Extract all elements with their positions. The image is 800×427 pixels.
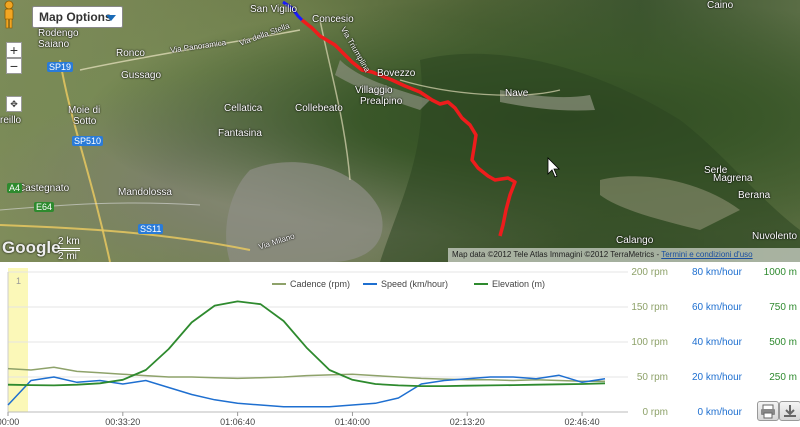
x-tick-label: 01:40:00 (335, 417, 370, 427)
place-label: Concesio (312, 14, 354, 25)
speed-axis-label: 20 km/hour (692, 372, 743, 383)
x-tick-label: 01:06:40 (220, 417, 255, 427)
road-badge: SP510 (72, 136, 104, 146)
speed-axis-label: 0 km/hour (698, 407, 743, 418)
road-badge: SS11 (138, 224, 164, 234)
elevation-axis-label: 250 m (769, 372, 797, 383)
download-icon (784, 405, 796, 417)
place-label: Caino (707, 0, 734, 11)
cadence-line (7, 366, 605, 382)
cadence-axis-label: 150 rpm (631, 302, 668, 313)
place-label: reillo (0, 115, 22, 126)
place-label: San Vigilio (250, 4, 298, 15)
place-label: Berana (738, 190, 771, 201)
road-badge: SP19 (47, 62, 74, 72)
place-label: Prealpino (360, 96, 403, 107)
printer-icon (761, 404, 775, 419)
map-attribution: Map data ©2012 Tele Atlas Immagini ©2012… (448, 248, 800, 262)
attribution-text: Map data ©2012 Tele Atlas Immagini ©2012… (452, 250, 662, 259)
speed-axis-label: 60 km/hour (692, 302, 743, 313)
zoom-in-button[interactable]: + (6, 42, 22, 58)
elevation-chart[interactable]: 1 Cadence (rpm) Speed (km/hour) Elevation … (0, 262, 800, 427)
speed-axis-label: 40 km/hour (692, 337, 743, 348)
legend-label: Speed (km/hour) (381, 279, 448, 289)
elevation-line (7, 300, 606, 387)
place-label: Ronco (116, 48, 145, 59)
cadence-axis-label: 100 rpm (631, 337, 668, 348)
scale-km: 2 km (58, 236, 80, 249)
download-button[interactable] (779, 401, 800, 421)
legend-label: Elevation (m) (492, 279, 545, 289)
rotate-icon[interactable]: ✥ (6, 96, 22, 112)
place-label: Serle (704, 165, 728, 176)
cadence-axis-label: 50 rpm (637, 372, 668, 383)
place-label: Bovezzo (377, 68, 416, 79)
place-label: Villaggio (355, 85, 393, 96)
cadence-axis-label: 200 rpm (631, 267, 668, 278)
place-label: Mandolossa (118, 187, 172, 198)
elevation-axis-label: 1000 m (764, 267, 797, 278)
map-overlay (0, 0, 800, 262)
legend: Cadence (rpm) Speed (km/hour) Elevation (m… (272, 279, 545, 289)
print-button[interactable] (757, 401, 779, 421)
speed-axis-label: 80 km/hour (692, 267, 743, 278)
marker-label: 1 (16, 276, 21, 286)
scale-mi: 2 mi (58, 250, 80, 262)
zoom-out-button[interactable]: − (6, 58, 22, 74)
place-label: Collebeato (295, 103, 343, 114)
place-label: Moie di (68, 105, 101, 116)
x-axis: 00:00 00:33:20 01:06:40 01:40:00 02:13:20 02:… (0, 412, 600, 427)
x-tick-label: 00:00 (0, 417, 19, 427)
road-badge: A4 (7, 183, 23, 193)
place-label: Nuvolento (752, 231, 798, 242)
x-tick-label: 02:13:20 (450, 417, 485, 427)
series-lines (7, 300, 606, 408)
place-label: Magrena (713, 173, 753, 184)
place-label: Fantasina (218, 128, 262, 139)
elevation-axis-label: 750 m (769, 302, 797, 313)
cadence-axis-label: 0 rpm (642, 407, 668, 418)
x-tick-label: 02:46:40 (565, 417, 600, 427)
place-label: Calango (616, 235, 654, 246)
chevron-down-icon (106, 15, 116, 21)
place-label: Castegnato (18, 183, 70, 194)
grid (7, 271, 628, 413)
place-label: Rodengo (38, 28, 79, 39)
map-scale: 2 km 2 mi (58, 236, 80, 262)
place-label: Cellatica (224, 103, 263, 114)
elevation-axis-label: 500 m (769, 337, 797, 348)
place-label: Saiano (38, 39, 70, 50)
y-axes: 0 rpm 50 rpm 100 rpm 150 rpm 200 rpm 0 km/hou… (631, 267, 797, 418)
x-tick-label: 00:33:20 (105, 417, 140, 427)
pegman-icon[interactable] (0, 0, 18, 30)
satellite-map[interactable]: + − ✥ Map Options San Vigilio Concesio C… (0, 0, 800, 262)
road-badge: E64 (34, 202, 55, 212)
google-logo: Google (2, 238, 61, 257)
map-options-dropdown[interactable]: Map Options (32, 6, 123, 28)
legend-label: Cadence (rpm) (290, 279, 350, 289)
place-label: Sotto (73, 116, 97, 127)
terms-link[interactable]: Termini e condizioni d'uso (661, 250, 753, 259)
map-options-label: Map Options (39, 10, 112, 24)
place-label: Gussago (121, 70, 162, 81)
place-label: Nave (505, 88, 529, 99)
highlight-band (8, 268, 28, 412)
